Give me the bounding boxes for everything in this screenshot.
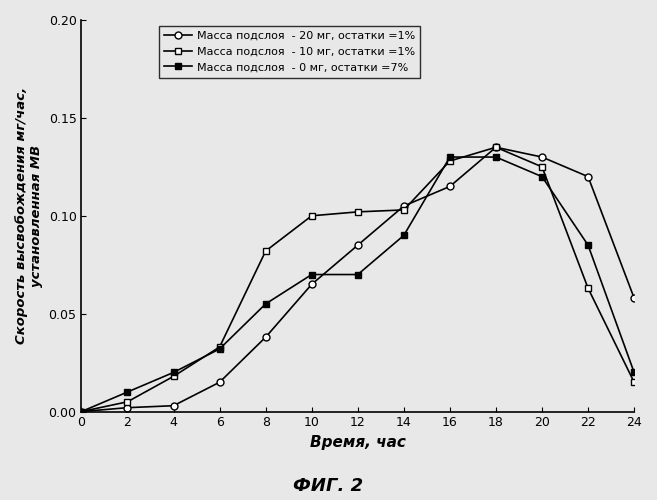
Масса подслоя  - 0 мг, остатки =7% (630, 370, 638, 376)
Y-axis label: Скорость высвобождения мг/час,
установленная МВ: Скорость высвобождения мг/час, установле… (15, 87, 43, 344)
Масса подслоя  - 10 мг, остатки =1% (400, 207, 408, 213)
Масса подслоя  - 20 мг, остатки =1% (538, 154, 546, 160)
X-axis label: Время, час: Время, час (310, 435, 406, 450)
Масса подслоя  - 10 мг, остатки =1% (307, 213, 315, 219)
Масса подслоя  - 20 мг, остатки =1% (492, 144, 500, 150)
Масса подслоя  - 0 мг, остатки =7% (400, 232, 408, 238)
Масса подслоя  - 0 мг, остатки =7% (492, 154, 500, 160)
Масса подслоя  - 0 мг, остатки =7% (261, 301, 269, 307)
Масса подслоя  - 20 мг, остатки =1% (261, 334, 269, 340)
Масса подслоя  - 20 мг, остатки =1% (354, 242, 362, 248)
Масса подслоя  - 10 мг, остатки =1% (215, 344, 223, 350)
Масса подслоя  - 20 мг, остатки =1% (215, 379, 223, 385)
Масса подслоя  - 0 мг, остатки =7% (446, 154, 454, 160)
Масса подслоя  - 20 мг, остатки =1% (630, 295, 638, 301)
Масса подслоя  - 0 мг, остатки =7% (78, 408, 85, 414)
Масса подслоя  - 10 мг, остатки =1% (446, 158, 454, 164)
Масса подслоя  - 10 мг, остатки =1% (261, 248, 269, 254)
Масса подслоя  - 20 мг, остатки =1% (124, 404, 131, 410)
Масса подслоя  - 10 мг, остатки =1% (538, 164, 546, 170)
Масса подслоя  - 0 мг, остатки =7% (215, 346, 223, 352)
Text: ФИГ. 2: ФИГ. 2 (294, 477, 363, 495)
Масса подслоя  - 20 мг, остатки =1% (170, 402, 177, 408)
Масса подслоя  - 20 мг, остатки =1% (446, 184, 454, 190)
Масса подслоя  - 0 мг, остатки =7% (307, 272, 315, 278)
Line: Масса подслоя  - 10 мг, остатки =1%: Масса подслоя - 10 мг, остатки =1% (78, 144, 637, 415)
Масса подслоя  - 0 мг, остатки =7% (170, 370, 177, 376)
Масса подслоя  - 20 мг, остатки =1% (584, 174, 592, 180)
Масса подслоя  - 0 мг, остатки =7% (584, 242, 592, 248)
Масса подслоя  - 0 мг, остатки =7% (538, 174, 546, 180)
Масса подслоя  - 10 мг, остатки =1% (170, 374, 177, 380)
Масса подслоя  - 0 мг, остатки =7% (124, 389, 131, 395)
Масса подслоя  - 10 мг, остатки =1% (354, 209, 362, 215)
Масса подслоя  - 20 мг, остатки =1% (307, 282, 315, 288)
Масса подслоя  - 10 мг, остатки =1% (630, 379, 638, 385)
Масса подслоя  - 10 мг, остатки =1% (584, 285, 592, 291)
Line: Масса подслоя  - 20 мг, остатки =1%: Масса подслоя - 20 мг, остатки =1% (78, 144, 637, 415)
Масса подслоя  - 10 мг, остатки =1% (78, 408, 85, 414)
Масса подслоя  - 20 мг, остатки =1% (400, 203, 408, 209)
Line: Масса подслоя  - 0 мг, остатки =7%: Масса подслоя - 0 мг, остатки =7% (78, 154, 637, 415)
Legend: Масса подслоя  - 20 мг, остатки =1%, Масса подслоя  - 10 мг, остатки =1%, Масса : Масса подслоя - 20 мг, остатки =1%, Масс… (159, 26, 420, 78)
Масса подслоя  - 0 мг, остатки =7% (354, 272, 362, 278)
Масса подслоя  - 20 мг, остатки =1% (78, 408, 85, 414)
Масса подслоя  - 10 мг, остатки =1% (124, 399, 131, 405)
Масса подслоя  - 10 мг, остатки =1% (492, 144, 500, 150)
